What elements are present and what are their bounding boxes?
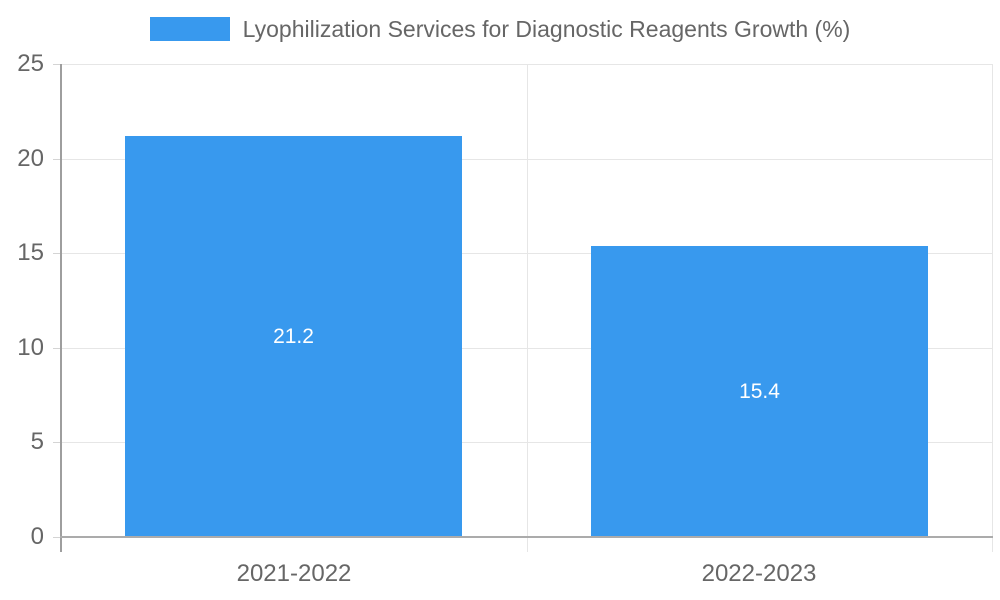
bar-value-label: 21.2 bbox=[273, 325, 314, 348]
x-axis-line bbox=[60, 536, 993, 538]
gridline bbox=[61, 64, 992, 65]
gridline bbox=[61, 348, 992, 349]
y-tick-label: 0 bbox=[30, 523, 44, 550]
gridline bbox=[527, 64, 528, 552]
y-tick-label: 20 bbox=[17, 145, 44, 172]
gridline bbox=[992, 64, 993, 552]
y-axis-tick bbox=[53, 159, 61, 160]
x-tick-label: 2021-2022 bbox=[236, 560, 352, 587]
legend-swatch bbox=[149, 17, 230, 41]
y-axis-tick bbox=[53, 348, 61, 349]
y-axis-tick bbox=[53, 537, 61, 538]
y-tick-label: 25 bbox=[17, 50, 44, 77]
bar[interactable] bbox=[591, 246, 928, 537]
y-tick-label: 15 bbox=[17, 239, 44, 266]
y-tick-label: 10 bbox=[17, 334, 44, 361]
y-axis-line bbox=[60, 64, 62, 552]
gridline bbox=[61, 253, 992, 254]
y-axis-tick bbox=[53, 253, 61, 254]
legend-label: Lyophilization Services for Diagnostic R… bbox=[242, 16, 851, 42]
bar[interactable] bbox=[125, 136, 462, 537]
bar-value-label: 15.4 bbox=[739, 380, 780, 403]
y-axis-tick bbox=[53, 64, 61, 65]
gridline bbox=[61, 442, 992, 443]
x-tick-label: 2022-2023 bbox=[701, 560, 817, 587]
y-tick-label: 5 bbox=[30, 428, 44, 455]
gridline bbox=[61, 159, 992, 160]
legend[interactable]: Lyophilization Services for Diagnostic R… bbox=[0, 16, 1000, 42]
y-axis-tick bbox=[53, 442, 61, 443]
